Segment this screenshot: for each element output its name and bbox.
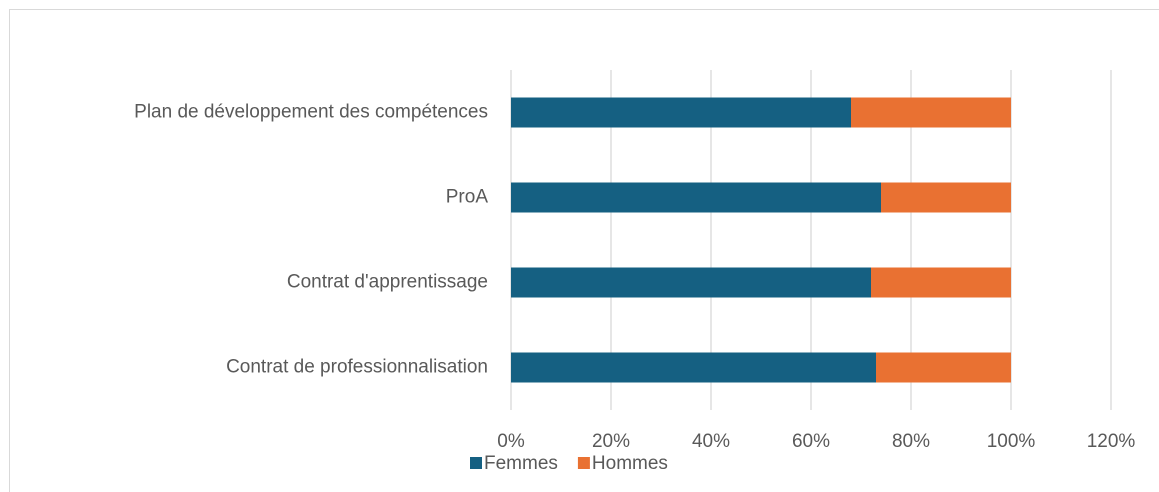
x-tick-label: 100% [987, 431, 1036, 452]
bar-segment [881, 182, 1011, 213]
legend-swatch [470, 457, 482, 469]
bar-segment [851, 97, 1011, 128]
x-tick-label: 20% [592, 431, 630, 452]
legend-swatch [577, 457, 590, 469]
bar-segment [511, 182, 881, 213]
legend-label: Hommes [592, 453, 668, 474]
x-tick-label: 120% [1087, 431, 1136, 452]
x-tick-label: 40% [692, 431, 730, 452]
y-tick-label: Contrat de professionnalisation [226, 357, 488, 378]
x-tick-label: 60% [792, 431, 830, 452]
bar-segment [511, 267, 871, 298]
y-tick-label: Plan de développement des compétences [134, 102, 488, 123]
bar-segment [876, 352, 1011, 383]
bar-segment [511, 97, 851, 128]
x-tick-label: 0% [497, 431, 525, 452]
bar-segment [511, 352, 876, 383]
y-tick-label: Contrat d'apprentissage [287, 272, 488, 293]
y-tick-label: ProA [446, 187, 489, 208]
chart-frame [9, 9, 1159, 492]
x-tick-label: 80% [892, 431, 930, 452]
bar-segment [871, 267, 1011, 298]
legend-label: Femmes [484, 453, 558, 474]
